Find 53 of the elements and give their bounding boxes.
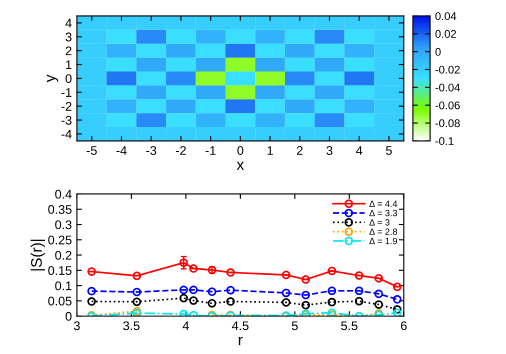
y-tick-label: 0.1	[55, 281, 72, 290]
legend-label: Δ = 3.3	[369, 210, 398, 216]
color-bar-label: -0.08	[435, 119, 460, 128]
y-tick-label: -4	[61, 130, 72, 138]
x-tick-label: -3	[146, 146, 156, 155]
x-tick-label: -1	[206, 146, 216, 155]
legend-label: Δ = 2.8	[369, 228, 398, 235]
y-tick-label: -1	[61, 88, 72, 97]
y-axis-title: |S(r)|	[30, 240, 45, 270]
y-tick-label: 0.25	[48, 236, 72, 244]
x-tick-label: 4.5	[232, 321, 249, 330]
x-tick-label: 0	[237, 146, 244, 155]
y-tick-label: 2	[66, 46, 72, 56]
y-axis-title: y	[46, 74, 58, 82]
color-bar-label: -0.1	[435, 137, 454, 146]
y-tick-label: 0.2	[55, 250, 72, 260]
color-bar-label: 0.02	[435, 30, 456, 38]
legend-label: Δ = 3	[369, 219, 390, 226]
y-tick-label: 4	[65, 18, 72, 28]
x-tick-label: 5	[292, 321, 298, 330]
x-tick-label: 4	[356, 146, 362, 155]
x-axis-title: x	[236, 162, 244, 170]
y-tick-label: 1	[66, 60, 72, 70]
legend-label: Δ = 4.4	[369, 200, 398, 207]
color-bar-label: -0.04	[435, 84, 460, 92]
y-tick-label: 0.3	[55, 220, 72, 230]
x-tick-label: 5	[386, 146, 392, 155]
x-tick-label: 5.5	[341, 321, 358, 330]
x-tick-label: -2	[176, 146, 186, 155]
x-tick-label: 4	[182, 321, 189, 330]
x-tick-label: -5	[86, 146, 97, 155]
y-tick-label: -3	[61, 116, 72, 125]
color-bar-label: -0.02	[435, 66, 460, 74]
x-tick-label: 3	[326, 146, 332, 155]
x-tick-label: 6	[400, 321, 407, 330]
y-tick-label: -2	[61, 102, 72, 111]
x-tick-label: 3	[74, 321, 80, 330]
x-tick-label: 2	[296, 146, 303, 155]
y-tick-label: 0	[66, 312, 72, 321]
y-tick-label: 0	[66, 74, 72, 84]
x-tick-label: -4	[116, 146, 127, 155]
x-tick-label: 3.5	[123, 321, 140, 330]
color-bar-label: 0.04	[435, 12, 456, 20]
y-tick-label: 3	[66, 32, 72, 42]
x-axis-title: r	[238, 336, 243, 346]
color-bar-label: 0	[435, 48, 441, 56]
y-tick-label: 0.15	[48, 266, 72, 275]
y-tick-label: 0.05	[48, 296, 72, 306]
color-bar-label: -0.06	[435, 101, 460, 110]
legend-label: Δ = 1.9	[369, 238, 398, 244]
y-tick-label: 0.35	[48, 205, 72, 214]
x-tick-label: 1	[268, 146, 273, 155]
y-tick-label: 0.4	[55, 190, 72, 199]
